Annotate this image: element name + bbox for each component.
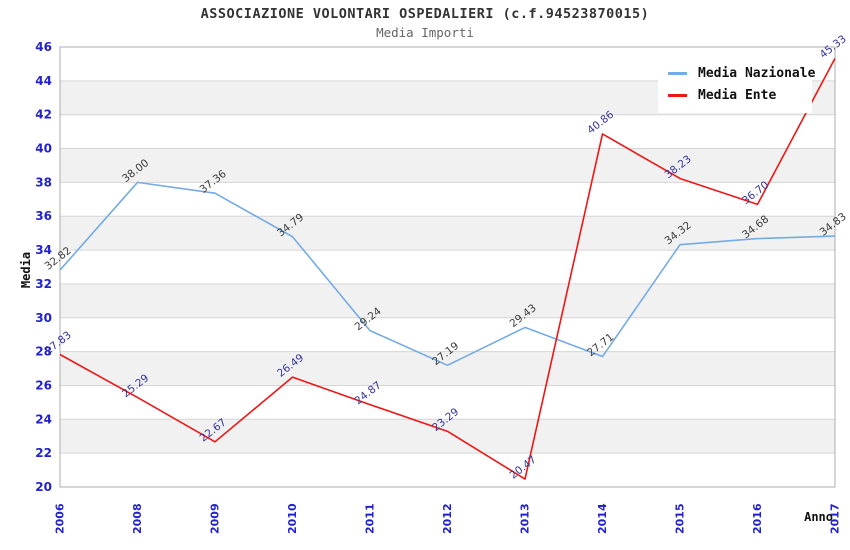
legend-swatch-media-nazionale — [668, 71, 687, 75]
plot-band — [60, 283, 835, 318]
x-tick-label: 2009 — [209, 503, 222, 534]
y-tick-label: 22 — [35, 446, 52, 460]
y-tick-label: 42 — [35, 108, 52, 122]
x-tick-label: 2010 — [286, 503, 299, 534]
chart-title: ASSOCIAZIONE VOLONTARI OSPEDALIERI (c.f.… — [200, 6, 650, 22]
y-axis-tick-labels: 20 22 24 26 28 30 32 34 36 38 40 42 44 46 — [35, 40, 52, 494]
y-tick-label: 24 — [35, 412, 52, 426]
y-tick-label: 26 — [35, 378, 52, 392]
legend-label-media-ente: Media Ente — [698, 87, 777, 103]
y-tick-label: 38 — [35, 175, 52, 189]
chart-subtitle: Media Importi — [376, 25, 474, 40]
y-tick-label: 32 — [35, 277, 52, 291]
plot-band — [60, 148, 835, 183]
y-axis-title: Media — [19, 252, 33, 288]
legend-swatch-media-ente — [668, 93, 687, 97]
plot-band — [60, 351, 835, 386]
y-tick-label: 36 — [35, 209, 52, 223]
x-tick-label: 2017 — [829, 503, 842, 534]
y-tick-label: 46 — [35, 40, 52, 54]
x-tick-label: 2013 — [519, 503, 532, 534]
x-axis-title: Anno — [804, 510, 833, 524]
series-lines — [59, 57, 836, 480]
plot-band — [60, 453, 835, 487]
plot-band — [60, 216, 835, 251]
x-tick-label: 2006 — [54, 503, 67, 534]
x-axis-tick-labels: 2006 2008 2009 2010 2011 2012 2013 2014 2015 2016… — [54, 503, 842, 534]
plot-band — [60, 317, 835, 352]
x-tick-label: 2015 — [674, 503, 687, 534]
x-tick-label: 2011 — [364, 503, 377, 534]
plot-band — [60, 182, 835, 217]
line-media-nazionale — [59, 181, 836, 367]
y-tick-label: 20 — [35, 480, 52, 494]
legend-item-media-ente: Media Ente — [668, 84, 812, 106]
plot-band — [60, 419, 835, 454]
y-tick-label: 28 — [35, 345, 52, 359]
plot-band — [60, 250, 835, 284]
legend-item-media-nazionale: Media Nazionale — [668, 62, 816, 84]
x-tick-label: 2012 — [441, 503, 454, 534]
x-tick-label: 2008 — [131, 503, 144, 534]
chart-legend: Media Nazionale Media Ente — [658, 55, 816, 113]
y-tick-label: 30 — [35, 311, 52, 325]
y-tick-label: 44 — [35, 74, 52, 88]
y-tick-label: 34 — [35, 243, 52, 257]
y-tick-label: 40 — [35, 142, 52, 156]
plot-band — [60, 385, 835, 420]
x-tick-label: 2014 — [596, 503, 609, 534]
line-media-ente — [59, 57, 836, 480]
x-tick-label: 2016 — [751, 503, 764, 534]
legend-label-media-nazionale: Media Nazionale — [698, 65, 816, 81]
plot-band — [60, 114, 835, 149]
plot-border — [59, 46, 836, 488]
